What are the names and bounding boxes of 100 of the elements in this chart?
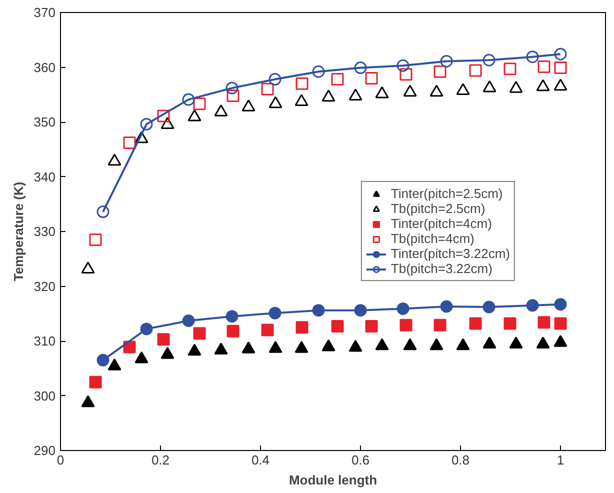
point [482,336,496,348]
point [554,48,567,60]
y-tick-label: 370 [34,5,56,20]
point [375,338,389,350]
point [403,338,417,350]
legend-label: Tb(pitch=2.5cm) [390,201,486,216]
point [312,304,325,317]
x-tick-label: 0.6 [351,452,370,468]
point [261,324,274,336]
point [526,50,539,64]
y-axis-title: Temperature (K) [10,182,26,282]
point [296,321,308,334]
point [140,118,153,130]
point [375,86,389,98]
point [456,83,470,96]
x-tick-label: 0.4 [251,452,270,468]
point [400,318,412,332]
point [469,64,482,77]
point [536,79,550,92]
point [348,340,362,352]
x-tick-label: 1 [556,452,564,468]
point [188,109,202,122]
point [554,298,567,311]
point [193,98,206,110]
y-tick-label: 290 [34,443,56,458]
point [440,54,453,68]
point [134,131,148,144]
point [226,310,238,323]
point [160,347,174,359]
x-tick-label: 0.2 [151,452,170,468]
point [294,94,308,106]
y-tick-label: 360 [34,60,56,75]
point [226,89,240,102]
point [504,62,516,76]
point [365,72,378,84]
point [96,206,110,218]
point [108,358,122,370]
point [504,317,516,330]
point [554,334,568,347]
point [400,68,412,81]
point [123,136,136,150]
point [434,318,446,332]
x-tick-label: 0.8 [451,452,470,468]
point [188,344,202,356]
point [89,233,102,246]
point [536,336,550,348]
point [193,327,206,340]
point [226,324,240,338]
point [482,300,496,314]
point [214,104,228,116]
point [469,317,482,330]
point [365,320,378,332]
point [312,65,325,78]
point [538,60,550,73]
point [482,80,496,92]
point [182,93,195,106]
point [134,351,148,364]
point [354,62,367,74]
point [322,90,336,102]
point [440,300,453,313]
point [268,73,282,86]
y-tick-label: 300 [34,388,56,404]
y-tick-label: 310 [34,334,56,348]
point [430,84,444,97]
point [482,54,496,66]
legend-label: Tb(pitch=3.22cm) [390,261,492,276]
point [296,77,308,90]
x-axis-title: Module length [288,472,378,488]
point [261,82,274,96]
point [140,322,153,336]
point [108,154,122,166]
point [157,333,170,346]
y-tick-label: 330 [34,224,56,239]
point [526,299,539,312]
point [157,110,170,122]
point [214,342,228,355]
point [430,338,444,350]
point [89,376,102,388]
point [509,336,523,348]
point [160,117,174,129]
point [81,395,95,408]
point [396,59,410,72]
legend-label: Tinter(pitch=4cm) [390,216,492,231]
point [268,96,282,108]
point [322,339,336,352]
legend-label: Tinter(pitch=2.5cm) [390,186,503,201]
y-tick-label: 340 [34,169,56,184]
point [396,302,410,315]
point [456,338,470,350]
legend-label: Tinter(pitch=3.22cm) [390,246,510,261]
point [242,342,256,354]
point [96,354,110,366]
point [554,78,568,91]
point [294,340,308,353]
y-tick-label: 320 [34,278,56,294]
point [354,304,367,317]
point [348,88,362,100]
point [242,100,256,112]
point [268,306,282,320]
point [434,65,446,78]
